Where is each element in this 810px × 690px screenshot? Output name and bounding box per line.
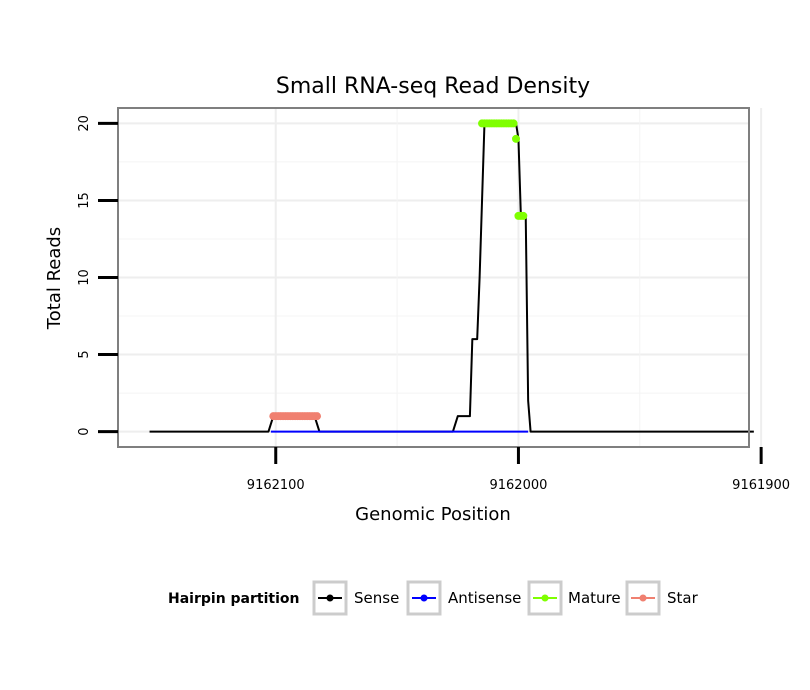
x-tick-label: 9162000 <box>489 478 547 493</box>
mature-point <box>509 119 518 128</box>
y-tick-label: 20 <box>77 115 92 132</box>
y-axis-title: Total Reads <box>44 227 65 330</box>
legend-label: Sense <box>354 589 399 607</box>
grid-lines <box>118 108 763 447</box>
series-star <box>269 412 322 421</box>
star-point <box>313 412 322 421</box>
y-tick-label: 5 <box>77 350 92 358</box>
series-layer <box>149 119 754 433</box>
y-tick-label: 15 <box>77 192 92 209</box>
x-tick-label: 9161900 <box>732 478 790 493</box>
mature-point <box>519 211 528 220</box>
legend-entry-antisense: Antisense <box>406 580 521 616</box>
legend: Hairpin partition Sense Antisense Mature Sta… <box>168 580 699 616</box>
x-axis: 9162100 9162000 9161900 <box>247 447 790 493</box>
y-tick-label: 10 <box>77 269 92 286</box>
mature-point <box>512 134 521 143</box>
legend-key-point <box>541 594 549 602</box>
legend-label: Star <box>667 589 699 607</box>
legend-key-point <box>420 594 428 602</box>
legend-key-point <box>639 594 647 602</box>
legend-entry-star: Star <box>625 580 699 616</box>
legend-label: Mature <box>568 589 621 607</box>
y-tick-label: 0 <box>77 427 92 435</box>
legend-title: Hairpin partition <box>168 591 299 607</box>
legend-entry-mature: Mature <box>527 580 621 616</box>
legend-entry-sense: Sense <box>312 580 399 616</box>
x-axis-title: Genomic Position <box>355 504 511 525</box>
legend-key-point <box>326 594 334 602</box>
chart-title: Small RNA-seq Read Density <box>276 74 590 99</box>
y-axis: 0 5 10 15 20 <box>77 115 118 436</box>
series-mature <box>478 119 528 220</box>
legend-label: Antisense <box>448 589 521 607</box>
x-tick-label: 9162100 <box>247 478 305 493</box>
